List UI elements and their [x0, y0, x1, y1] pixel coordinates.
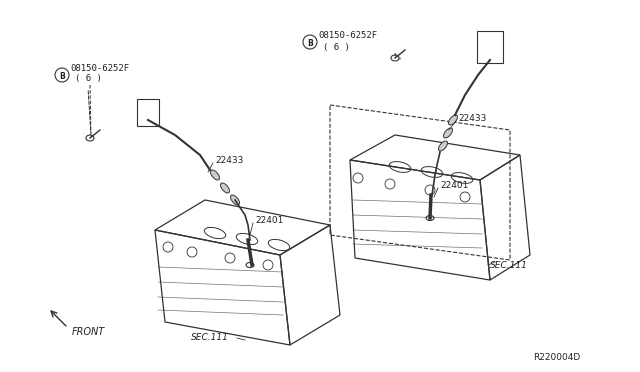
Text: 22401: 22401	[440, 180, 468, 189]
Text: SEC.111: SEC.111	[490, 260, 528, 269]
Text: 22433: 22433	[458, 113, 486, 122]
Text: R220004D: R220004D	[532, 353, 580, 362]
Ellipse shape	[230, 195, 239, 205]
Text: SEC.111: SEC.111	[191, 334, 229, 343]
Ellipse shape	[444, 128, 452, 138]
Text: 22401: 22401	[255, 215, 284, 224]
Ellipse shape	[211, 170, 220, 180]
Text: B: B	[59, 71, 65, 80]
Text: B: B	[307, 38, 313, 48]
Text: FRONT: FRONT	[72, 327, 105, 337]
Ellipse shape	[449, 115, 458, 125]
Ellipse shape	[438, 141, 447, 151]
Text: ( 6 ): ( 6 )	[323, 42, 350, 51]
Text: ( 6 ): ( 6 )	[75, 74, 102, 83]
Ellipse shape	[221, 183, 230, 193]
Text: 22433: 22433	[215, 155, 243, 164]
Text: 08150-6252F: 08150-6252F	[70, 64, 129, 73]
Text: 08150-6252F: 08150-6252F	[318, 31, 377, 39]
